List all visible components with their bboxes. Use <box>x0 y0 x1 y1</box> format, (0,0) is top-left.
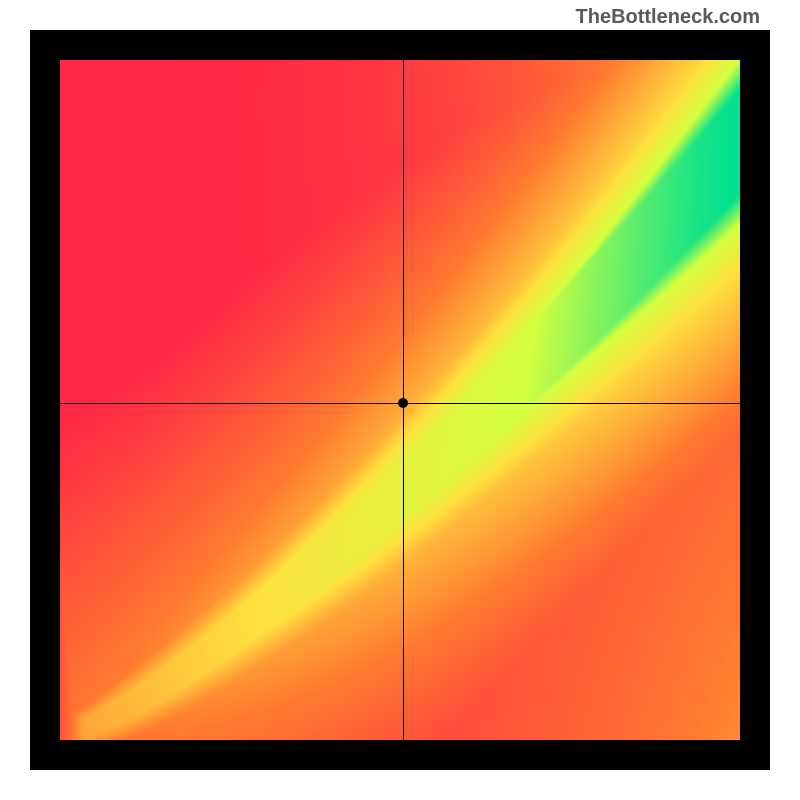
chart-container: TheBottleneck.com <box>0 0 800 800</box>
crosshair-marker <box>398 398 408 408</box>
attribution-text: TheBottleneck.com <box>576 6 760 29</box>
plot-area <box>60 60 740 740</box>
outer-frame <box>30 30 770 770</box>
